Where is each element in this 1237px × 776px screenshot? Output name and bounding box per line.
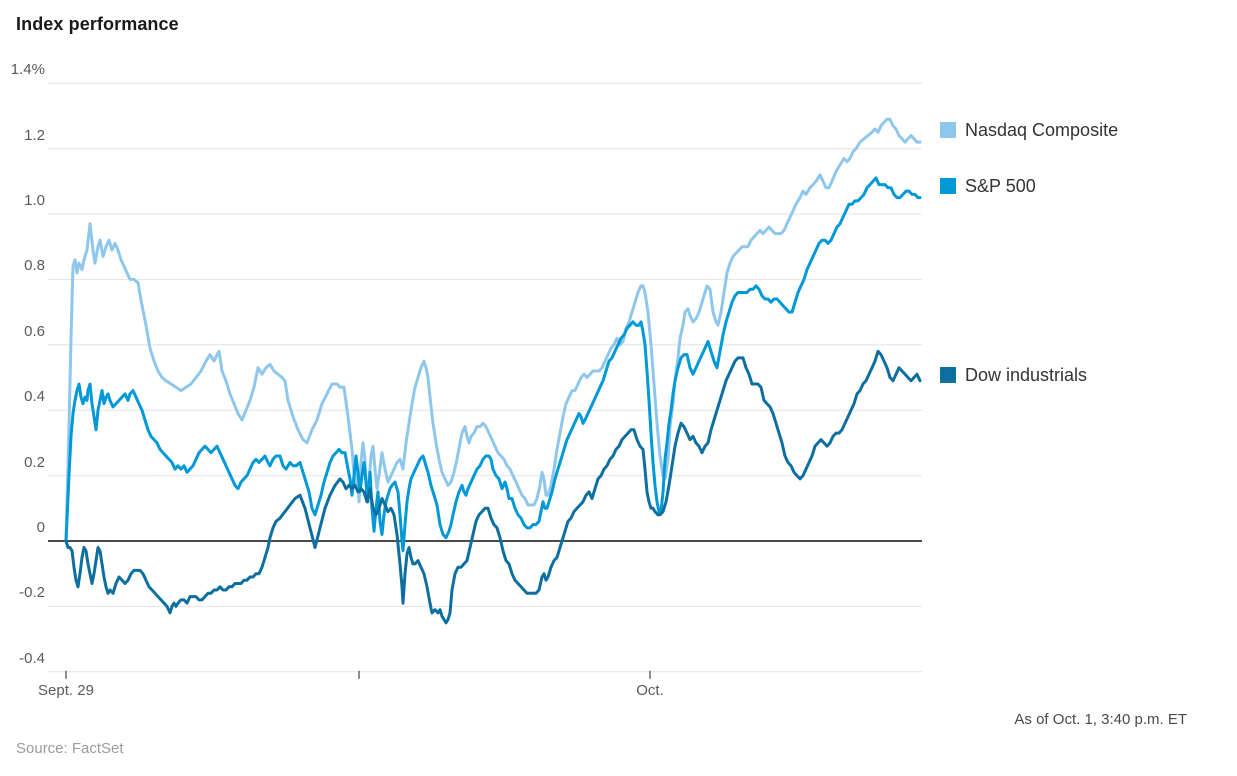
x-axis-label: Sept. 29 xyxy=(38,682,94,699)
legend-swatch-nasdaq xyxy=(940,122,956,138)
y-axis-label: 0.8 xyxy=(24,257,45,275)
y-axis-label: 1.4% xyxy=(10,61,45,79)
y-axis-label: 0 xyxy=(36,519,45,536)
series-line-sp500 xyxy=(64,176,922,553)
legend-item-nasdaq: Nasdaq Composite xyxy=(940,120,1118,140)
source-note: Source: FactSet xyxy=(16,740,124,757)
y-axis-label: 1.2 xyxy=(24,126,45,144)
y-axis-label: 0.2 xyxy=(24,453,45,471)
legend-label-nasdaq: Nasdaq Composite xyxy=(965,119,1119,140)
y-axis-label: -0.2 xyxy=(19,584,45,602)
y-axis-label: 0.6 xyxy=(24,322,45,340)
legend-label-dow: Dow industrials xyxy=(965,364,1088,385)
legend-swatch-dow xyxy=(940,367,956,383)
y-axis-label: 0.4 xyxy=(24,388,45,406)
series-line-nasdaq xyxy=(64,117,922,543)
legend-item-dow: Dow industrials xyxy=(940,365,1087,385)
series-line-dow xyxy=(64,349,922,625)
legend-item-sp500: S&P 500 xyxy=(940,176,1036,196)
as-of-timestamp: As of Oct. 1, 3:40 p.m. ET xyxy=(1014,711,1187,728)
y-axis-label: -0.4 xyxy=(19,649,45,667)
chart-title: Index performance xyxy=(16,14,179,34)
legend-label-sp500: S&P 500 xyxy=(965,175,1036,196)
x-axis-label: Oct. xyxy=(636,682,664,699)
legend-swatch-sp500 xyxy=(940,178,956,194)
y-axis-label: 1.0 xyxy=(24,192,45,209)
